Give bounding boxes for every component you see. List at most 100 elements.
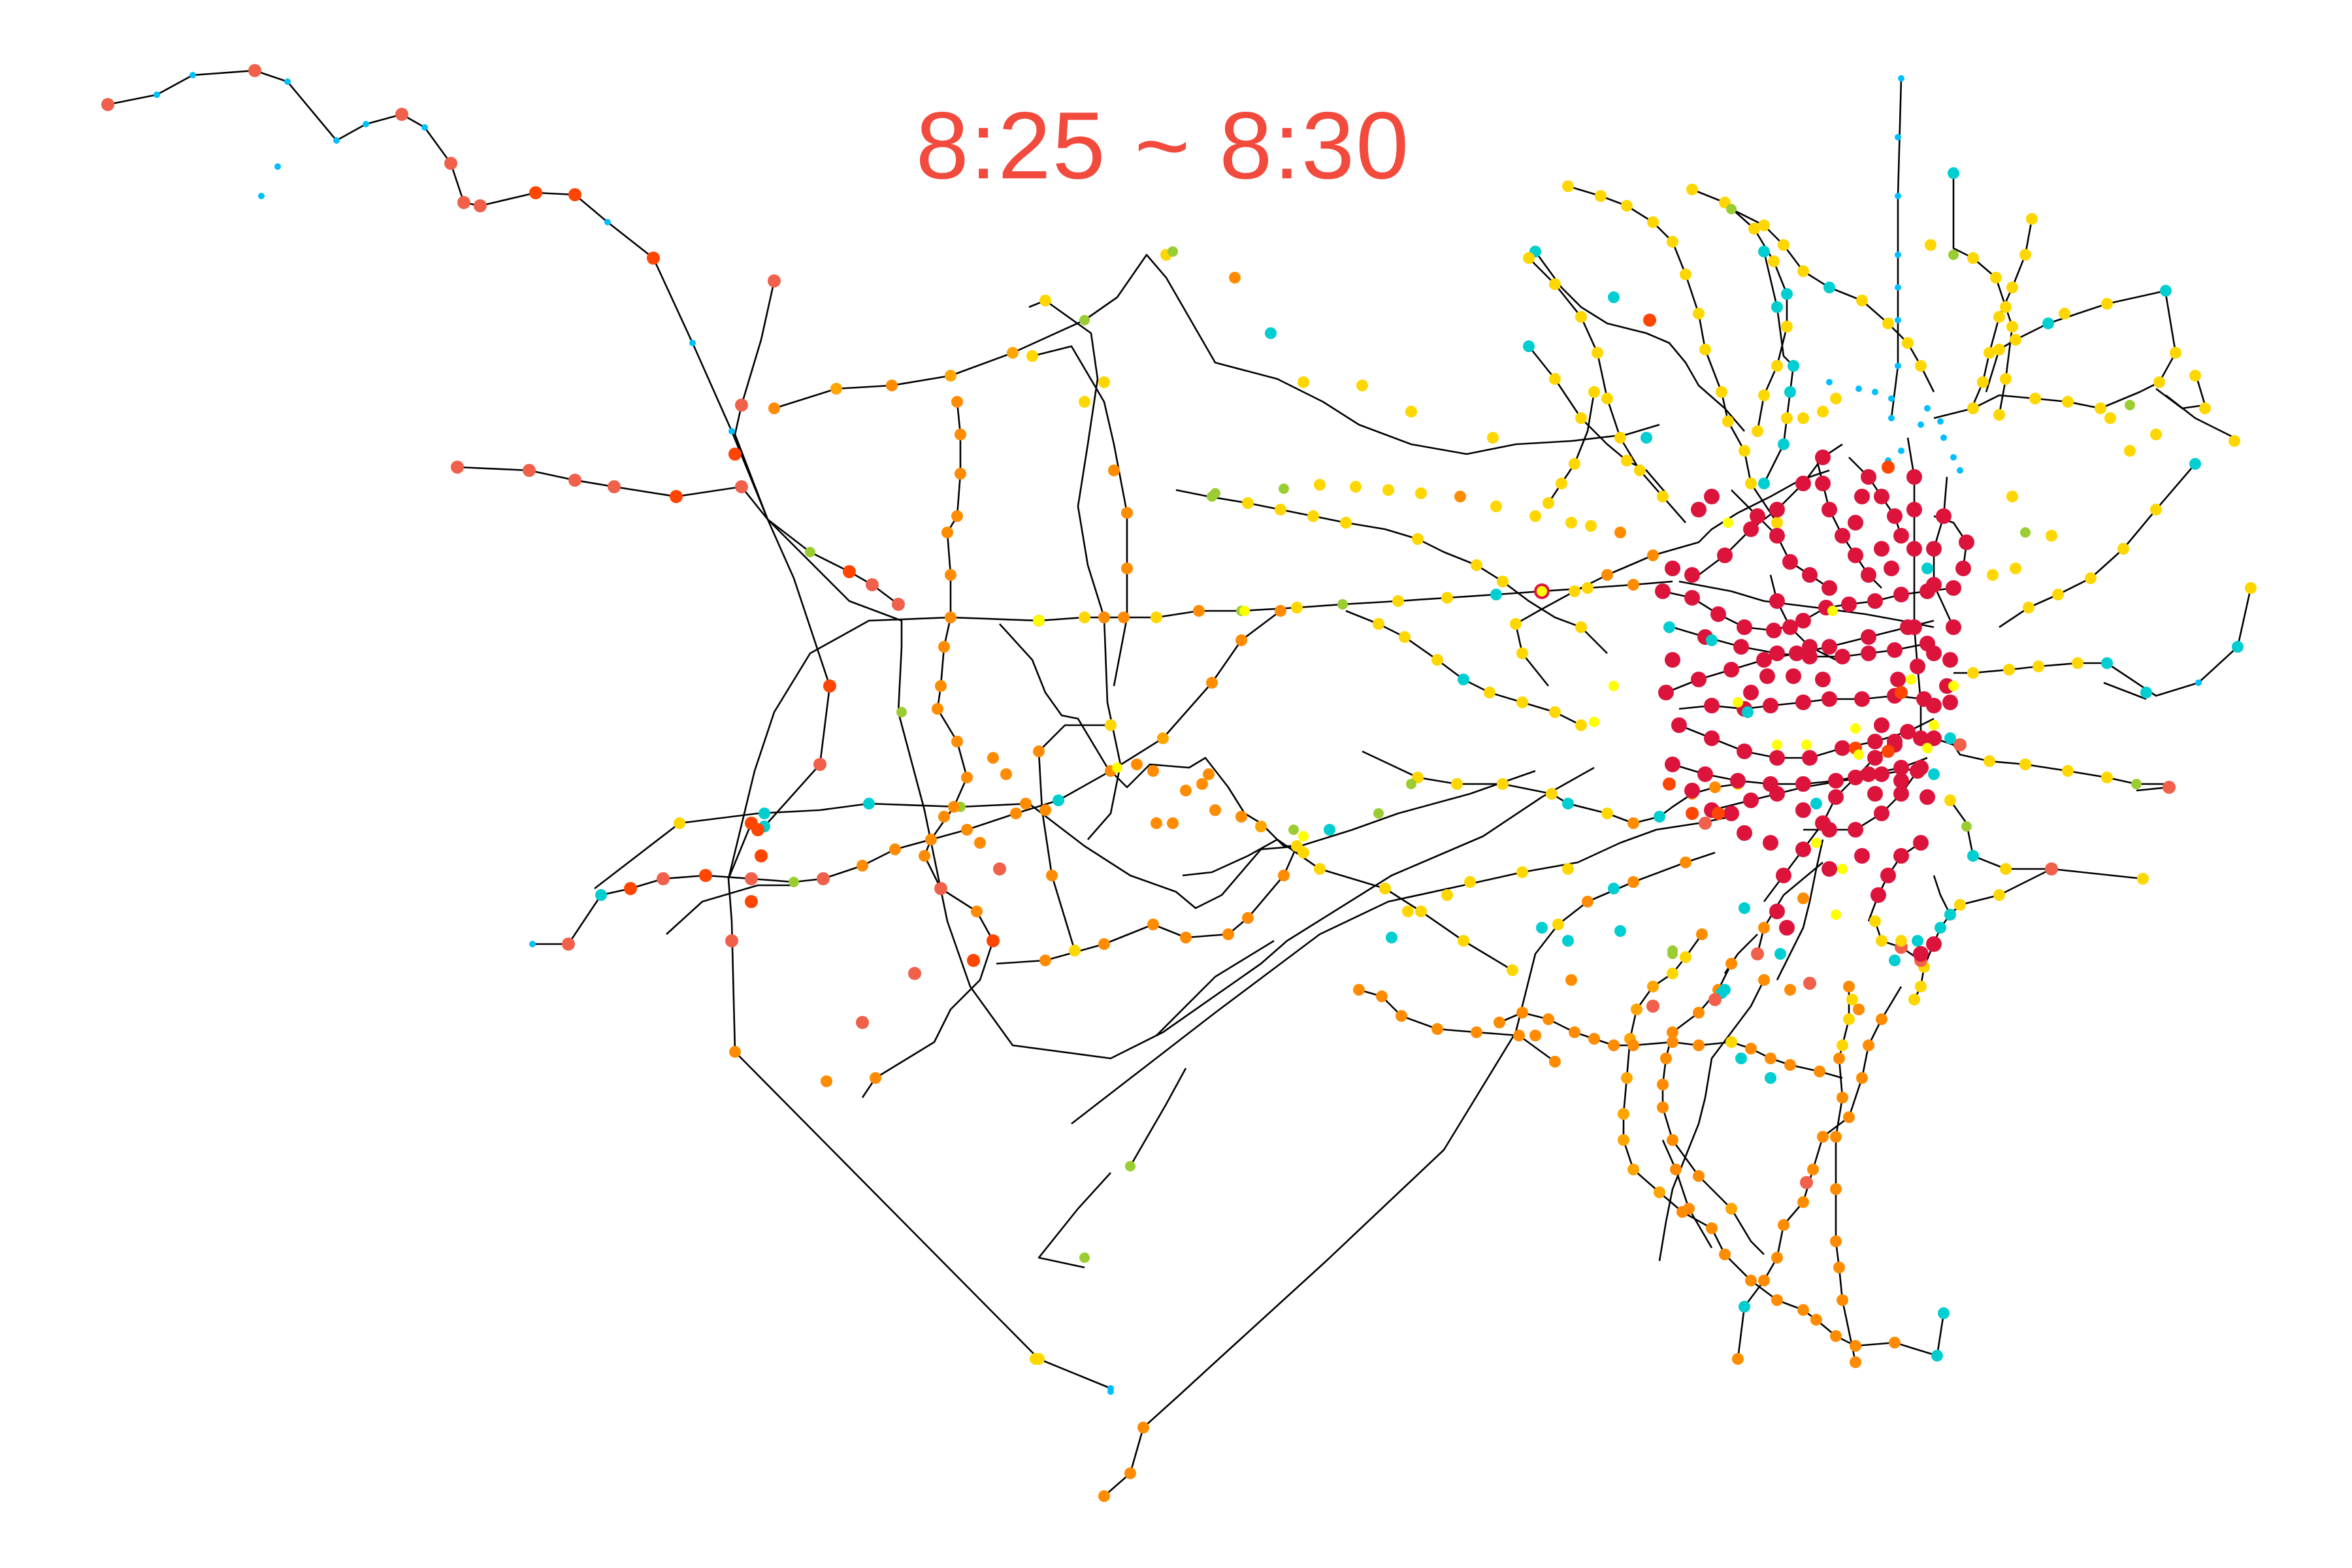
- station-marker-51: [857, 860, 868, 872]
- station-marker-272: [1601, 393, 1613, 404]
- station-marker-146: [1033, 745, 1045, 757]
- station-marker-3: [248, 64, 261, 77]
- station-marker-283: [1556, 478, 1567, 489]
- station-marker-134: [1350, 481, 1362, 493]
- station-marker-79: [1392, 595, 1404, 607]
- station-marker-315: [1924, 405, 1931, 412]
- station-marker-8: [421, 124, 428, 131]
- station-marker-153: [1167, 817, 1179, 829]
- station-marker-32: [892, 598, 905, 611]
- station-marker-533: [1802, 750, 1818, 766]
- station-marker-506: [1733, 639, 1749, 655]
- rail-line-30: [1528, 257, 1686, 523]
- station-marker-192: [1030, 1353, 1041, 1365]
- station-marker-308: [1895, 317, 1901, 323]
- station-marker-663: [1706, 634, 1718, 646]
- station-marker-320: [1918, 421, 1924, 428]
- station-marker-243: [1595, 190, 1607, 202]
- station-marker-473: [1758, 974, 1770, 986]
- station-marker-327: [1990, 272, 2002, 284]
- station-marker-576: [1910, 659, 1925, 674]
- station-marker-319: [1957, 467, 1963, 474]
- station-marker-426: [1797, 1196, 1809, 1208]
- station-marker-294: [1771, 301, 1783, 313]
- station-marker-118: [1108, 465, 1120, 476]
- station-marker-232: [1242, 497, 1254, 509]
- station-marker-78: [1337, 599, 1348, 610]
- station-marker-450: [1830, 1183, 1842, 1195]
- station-marker-627: [1854, 848, 1870, 864]
- rail-line-39: [1985, 289, 2166, 393]
- station-marker-635: [1854, 489, 1870, 504]
- station-marker-14: [604, 219, 611, 225]
- rail-line-14: [1037, 724, 1111, 951]
- station-marker-389: [1944, 794, 1956, 806]
- station-marker-577: [1913, 730, 1929, 746]
- station-marker-49: [789, 877, 799, 887]
- station-marker-89: [932, 703, 943, 715]
- station-marker-194: [1098, 1490, 1110, 1502]
- station-marker-594: [1887, 508, 1903, 524]
- station-marker-224: [1647, 549, 1659, 561]
- station-marker-247: [1680, 269, 1691, 280]
- station-marker-220: [1516, 647, 1528, 659]
- station-marker-444: [1683, 1203, 1695, 1215]
- station-marker-509: [1835, 649, 1850, 664]
- rail-line-9: [774, 253, 1660, 455]
- station-marker-2: [189, 72, 196, 78]
- station-marker-534: [1835, 740, 1850, 756]
- station-marker-361: [2052, 589, 2064, 600]
- station-marker-138: [1490, 500, 1502, 512]
- station-marker-254: [1771, 517, 1783, 529]
- station-marker-550: [1776, 868, 1791, 883]
- station-marker-673: [1663, 777, 1676, 791]
- rail-line-54: [1661, 1139, 1713, 1249]
- rail-line-26: [1175, 489, 1608, 654]
- station-marker-34: [813, 758, 826, 771]
- station-marker-616: [1763, 835, 1778, 851]
- station-marker-665: [1810, 798, 1822, 809]
- station-marker-647: [1837, 864, 1848, 874]
- station-marker-235: [1549, 706, 1561, 718]
- station-marker-215: [1471, 1026, 1482, 1038]
- station-marker-535: [1867, 734, 1883, 749]
- station-marker-547: [1769, 786, 1785, 802]
- station-marker-385: [2045, 862, 2058, 875]
- station-marker-267: [1549, 278, 1561, 290]
- station-marker-358: [2150, 504, 2162, 515]
- station-marker-568: [1821, 502, 1837, 517]
- station-marker-421: [1732, 1353, 1744, 1365]
- station-marker-135: [1382, 484, 1394, 496]
- station-marker-316: [1937, 418, 1944, 425]
- station-marker-19: [735, 399, 748, 412]
- station-marker-537: [1665, 757, 1680, 772]
- station-marker-124: [1168, 246, 1178, 257]
- station-marker-399: [1889, 1337, 1901, 1348]
- station-marker-81: [1490, 589, 1502, 600]
- station-marker-626: [1821, 861, 1837, 877]
- station-marker-330: [2000, 373, 2012, 385]
- station-marker-357: [2124, 445, 2136, 457]
- station-marker-457: [1784, 1059, 1796, 1071]
- station-marker-448: [1833, 1262, 1845, 1273]
- station-marker-23: [274, 163, 281, 170]
- station-marker-278: [1523, 340, 1535, 352]
- rail-line-11: [1032, 345, 1128, 687]
- station-marker-119: [1121, 507, 1133, 519]
- station-marker-117: [1098, 376, 1110, 388]
- station-marker-238: [1458, 674, 1469, 685]
- station-marker-227: [1471, 559, 1482, 571]
- station-marker-207: [1516, 866, 1528, 878]
- station-marker-603: [1942, 652, 1958, 668]
- station-marker-379: [2101, 772, 2113, 783]
- station-marker-223: [1601, 569, 1613, 581]
- station-marker-353: [2229, 435, 2240, 447]
- station-marker-657: [1112, 762, 1122, 773]
- station-marker-170: [1020, 798, 1032, 809]
- station-marker-302: [1784, 386, 1796, 398]
- station-marker-362: [2023, 602, 2034, 613]
- station-marker-91: [961, 772, 973, 783]
- station-marker-524: [1795, 694, 1811, 710]
- station-marker-30: [843, 565, 856, 578]
- station-marker-557: [1821, 822, 1837, 838]
